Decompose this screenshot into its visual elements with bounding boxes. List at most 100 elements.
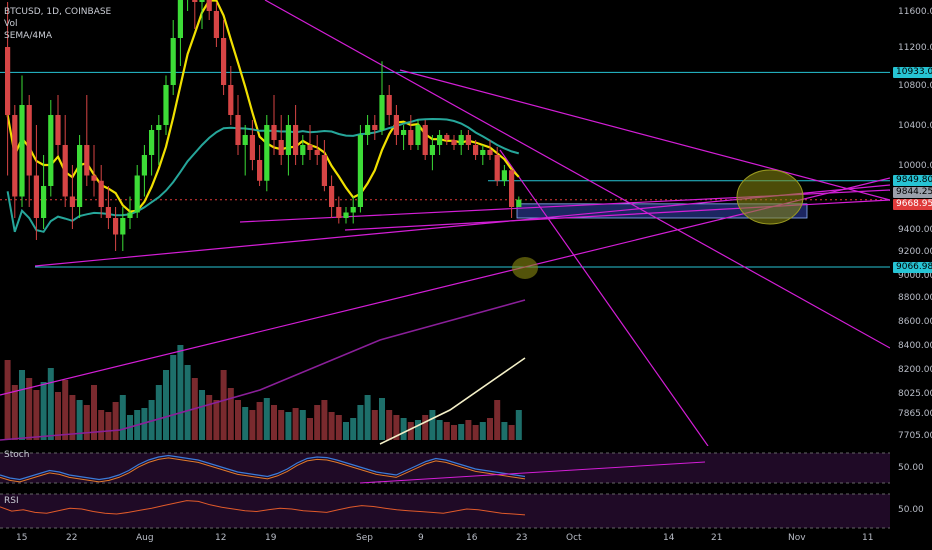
candle-body [501,170,507,181]
candle-body [343,212,349,218]
candle-body [365,125,371,135]
candle-body [516,199,522,207]
rsi-label: RSI [4,496,19,506]
volume-bar [170,355,177,440]
candle-body [134,175,140,213]
volume-bar [19,370,25,440]
y-tick: 10000.00 [898,161,932,171]
y-tick: 7865.00 [898,409,932,419]
volume-bar [263,398,270,440]
volume-bar [4,360,11,440]
y-tick: 8800.00 [898,293,932,303]
candle-body [12,115,18,197]
x-tick: Oct [566,533,582,543]
volume-bar [292,408,299,440]
candle-body [408,130,414,145]
candle-body [393,115,399,135]
volume-bar [350,418,357,440]
candle-body [300,145,306,155]
volume-bar [407,422,414,440]
candle-body [473,145,479,155]
candle-body [487,150,493,155]
y-tick: 9200.00 [898,247,932,257]
x-tick: Aug [136,533,154,543]
candle-body [429,145,435,155]
volume-bar [285,412,292,440]
candle-body [285,125,291,155]
candle-body [494,155,500,181]
volume-bar [62,380,69,440]
volume-bar [386,410,393,440]
candle-body [249,135,255,160]
last-price-tag[interactable]: 9668.95 [893,199,932,210]
volume-bar [307,418,313,440]
level-tag-upper[interactable]: 9849.80 [893,175,932,186]
candle-body [271,125,277,140]
rsi-pane[interactable] [0,492,890,530]
volume-bar [494,400,501,440]
volume-bar [249,410,256,440]
target-zone-box [516,203,808,219]
volume-bar [119,395,126,440]
volume-bar [256,402,263,440]
candle-body [127,212,133,218]
volume-bar [177,345,184,440]
trendline [499,149,709,446]
highlight-circle-support [512,257,538,279]
candle-body [444,135,450,140]
volume-bar [364,395,371,440]
candle-body [415,125,421,145]
volume-bar [155,385,162,440]
x-tick: 11 [862,533,874,543]
candle-body [26,105,32,176]
long-ma-line [0,299,526,441]
trendline [399,69,890,201]
candle-body [62,145,68,197]
candle-body [48,115,54,186]
candle-body [451,140,457,145]
volume-bar [501,422,508,440]
volume-bar [206,395,213,440]
level-tag-support[interactable]: 9066.98 [893,262,932,273]
volume-bar [415,420,421,440]
volume-bar [163,370,169,440]
x-tick: Sep [356,533,373,543]
stoch-level-label: 50.00 [898,463,924,473]
candle-body [422,125,428,155]
candle-body [156,125,162,130]
candle-body [228,85,234,115]
x-tick: 23 [516,533,528,543]
volume-bar [508,425,515,440]
x-tick: Nov [788,533,806,543]
rsi-line [0,500,526,516]
volume-bar [357,405,364,440]
x-tick: 22 [66,533,78,543]
volume-bar [98,410,105,440]
volume-bar [141,408,148,440]
stoch-pane[interactable] [0,448,890,488]
volume-bar [393,415,400,440]
candle-body [314,150,320,155]
volume-bar [213,400,220,440]
level-tag-mid[interactable]: 9844.25 [893,187,932,198]
candle-body [401,130,407,135]
candle-body [242,135,248,145]
volume-bar [235,400,241,440]
candle-body [149,130,155,155]
volume-bar [436,420,443,440]
volume-bar [91,385,97,440]
candle-body [19,105,25,197]
candle-body [55,115,61,145]
ma-fast-line [6,0,520,213]
volume-bar [422,415,429,440]
volume-bar [40,382,47,440]
candle-body [235,115,241,145]
y-tick: 10800.00 [898,81,932,91]
candle-body [336,207,342,218]
candle-body [41,186,47,218]
volume-bar [371,410,378,440]
volume-bar [278,410,285,440]
level-tag-resistance[interactable]: 10933.00 [893,67,932,78]
price-chart[interactable] [0,0,890,446]
y-tick: 9400.00 [898,225,932,235]
